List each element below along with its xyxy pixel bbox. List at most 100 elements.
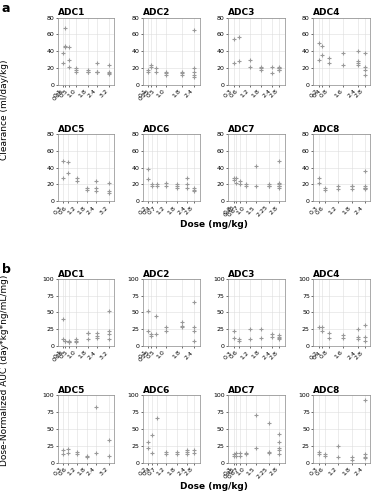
Point [269,333,275,341]
Point [94,59,100,67]
Point [62,43,68,51]
Point [316,39,322,47]
Point [362,450,368,458]
Point [243,450,249,458]
Point [336,453,341,461]
Point [231,328,237,336]
Point [253,411,259,419]
Point [253,182,259,190]
Point [231,176,237,184]
Point [154,182,160,190]
Point [174,182,180,190]
Point [340,61,346,69]
Point [236,33,242,41]
Point [85,66,91,74]
Point [336,184,341,192]
Point [276,182,282,190]
Point [84,452,90,460]
Point [62,24,68,32]
Text: ADC5: ADC5 [58,386,85,395]
Point [362,167,368,175]
Text: ADC6: ADC6 [143,386,170,395]
Point [94,68,100,76]
Point [191,71,197,79]
Point [276,64,282,72]
Point [74,177,80,185]
Point [65,158,71,166]
Point [191,72,197,80]
Text: Clearance (ml/day/kg): Clearance (ml/day/kg) [0,59,9,160]
Point [93,403,99,411]
Point [65,168,71,176]
Text: ADC1: ADC1 [58,8,85,18]
Point [60,59,66,67]
Point [233,179,239,187]
Point [174,448,180,456]
Point [355,61,360,69]
Point [66,56,72,64]
Point [266,182,272,190]
Text: ADC1: ADC1 [58,270,85,278]
Point [355,48,360,56]
Point [145,444,151,452]
Point [276,332,282,340]
Point [191,187,197,195]
Point [60,157,66,165]
Point [60,174,66,182]
Point [237,449,243,457]
Point [179,68,185,76]
Point [362,396,368,404]
Point [106,452,112,460]
Point [145,176,151,184]
Text: Dose (mg/kg): Dose (mg/kg) [180,482,248,490]
Text: Dose (mg/kg): Dose (mg/kg) [180,220,248,230]
Point [179,71,185,79]
Point [266,420,272,428]
Point [163,324,169,332]
Point [163,179,169,187]
Point [74,66,80,74]
Point [316,448,322,456]
Point [84,453,90,461]
Point [85,328,91,336]
Point [349,184,355,192]
Point [106,436,112,444]
Point [243,449,249,457]
Point [258,62,264,70]
Point [191,449,197,457]
Point [362,333,368,341]
Point [74,448,80,456]
Point [362,454,368,462]
Point [174,180,180,188]
Point [276,430,282,438]
Point [247,324,253,332]
Point [179,318,185,326]
Point [355,324,360,332]
Point [184,184,190,192]
Point [269,70,275,78]
Point [316,324,322,332]
Point [231,452,237,460]
Point [349,453,355,461]
Point [362,62,368,70]
Point [74,337,80,345]
Text: a: a [2,2,10,15]
Point [191,298,197,306]
Point [258,334,264,342]
Point [85,336,91,344]
Point [106,179,112,187]
Point [60,336,66,344]
Point [233,174,239,182]
Point [84,184,90,192]
Point [191,186,197,194]
Point [362,49,368,57]
Point [276,444,282,452]
Point [184,446,190,454]
Point [191,337,197,345]
Point [231,334,237,342]
Point [74,64,80,72]
Point [66,338,72,346]
Point [145,328,151,336]
Point [179,322,185,330]
Point [276,179,282,187]
